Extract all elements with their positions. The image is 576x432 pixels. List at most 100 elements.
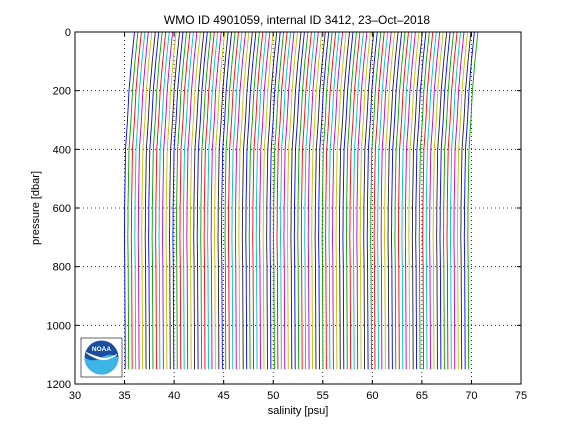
profile-line: [300, 32, 312, 370]
profile-line: [321, 32, 333, 370]
profile-line: [449, 32, 461, 370]
profile-line: [380, 32, 392, 370]
x-tick-label: 35: [118, 390, 130, 402]
profile-line: [467, 32, 479, 370]
profile-line: [311, 32, 323, 370]
profile-line: [162, 32, 174, 370]
profile-line: [193, 32, 205, 370]
y-tick-label: 200: [53, 86, 71, 98]
profile-line: [283, 32, 295, 370]
plot-area: [74, 31, 522, 385]
profile-line: [196, 32, 208, 370]
chart-title: WMO ID 4901059, internal ID 3412, 23–Oct…: [164, 13, 430, 27]
x-tick-label: 70: [465, 390, 477, 402]
profile-line: [408, 32, 420, 370]
profile-line: [127, 32, 139, 370]
profile-line: [384, 32, 396, 370]
profile-line: [391, 32, 403, 370]
profile-line: [425, 32, 437, 370]
profile-line: [418, 32, 430, 370]
profile-line: [182, 32, 194, 370]
profile-line: [151, 32, 163, 370]
profile-line: [401, 32, 413, 370]
profile-line: [241, 32, 253, 370]
profile-line: [328, 32, 340, 370]
x-tick-label: 50: [267, 390, 279, 402]
profile-line: [314, 32, 326, 370]
y-tick-label: 0: [65, 27, 71, 39]
profile-line: [429, 32, 441, 370]
profile-line: [463, 32, 475, 370]
profile-line: [443, 32, 455, 370]
profile-line: [255, 32, 267, 370]
profile-line: [304, 32, 316, 370]
profile-line: [259, 32, 271, 370]
profile-line: [325, 32, 337, 370]
profile-line: [439, 32, 451, 370]
noaa-logo: NOAA: [80, 337, 123, 378]
profile-line: [349, 32, 361, 370]
profile-line: [210, 32, 222, 370]
y-axis-label: pressure [dbar]: [30, 171, 42, 245]
profile-line: [356, 32, 368, 370]
profile-line: [214, 32, 226, 370]
profile-line: [345, 32, 357, 370]
profile-line: [224, 32, 236, 370]
profile-line: [432, 32, 444, 370]
x-tick-label: 60: [366, 390, 378, 402]
profile-line: [207, 32, 219, 370]
profile-line: [290, 32, 302, 370]
profile-line: [359, 32, 371, 370]
profile-line: [200, 32, 212, 370]
profile-line: [297, 32, 309, 370]
y-tick-label: 1200: [47, 379, 71, 391]
x-tick-label: 45: [218, 390, 230, 402]
profile-line: [446, 32, 458, 370]
profile-lines: [123, 32, 479, 370]
profile-line: [276, 32, 288, 370]
profile-line: [130, 32, 142, 370]
profile-line: [175, 32, 187, 370]
profile-line: [460, 32, 472, 370]
profile-line: [286, 32, 298, 370]
profile-line: [172, 32, 184, 370]
profile-line: [456, 32, 468, 370]
x-tick-label: 75: [515, 390, 527, 402]
y-tick-label: 800: [53, 262, 71, 274]
profile-line: [404, 32, 416, 370]
profile-line: [352, 32, 364, 370]
profile-line: [436, 32, 448, 370]
profile-line: [221, 32, 233, 370]
x-tick-label: 40: [168, 390, 180, 402]
profile-line: [252, 32, 264, 370]
profile-line: [248, 32, 260, 370]
profile-line: [370, 32, 382, 370]
profile-line: [231, 32, 243, 370]
profile-line: [342, 32, 354, 370]
profile-line: [169, 32, 181, 370]
y-tick-label: 1000: [47, 320, 71, 332]
profile-line: [335, 32, 347, 370]
x-tick-label: 65: [416, 390, 428, 402]
profile-line: [144, 32, 156, 370]
profile-line: [266, 32, 278, 370]
profile-line: [217, 32, 229, 370]
profile-line: [280, 32, 292, 370]
profile-line: [203, 32, 215, 370]
profile-line: [227, 32, 239, 370]
profile-line: [363, 32, 375, 370]
noaa-logo-text: NOAA: [92, 346, 111, 353]
profile-line: [422, 32, 434, 370]
profile-line: [141, 32, 153, 370]
profile-line: [165, 32, 177, 370]
profile-line: [318, 32, 330, 370]
profile-line: [134, 32, 146, 370]
y-tick-label: 400: [53, 144, 71, 156]
profile-line: [411, 32, 423, 370]
profile-line: [158, 32, 170, 370]
profile-line: [269, 32, 281, 370]
profile-line: [307, 32, 319, 370]
profile-line: [186, 32, 198, 370]
profile-line: [137, 32, 149, 370]
